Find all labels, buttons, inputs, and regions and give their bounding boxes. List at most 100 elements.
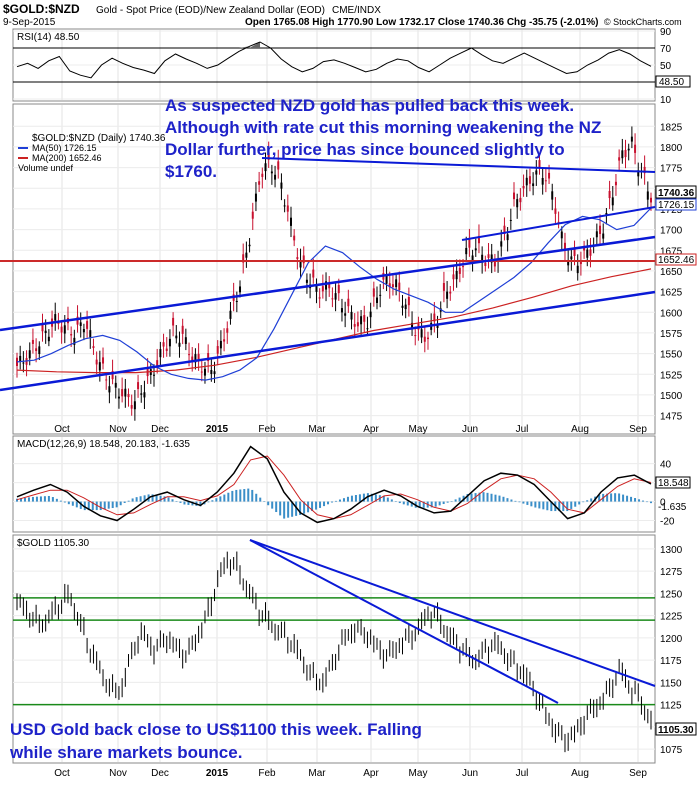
macd-hist-bar [315,501,318,510]
macd-hist-bar [562,501,565,512]
candle-body [465,247,468,255]
candle-body [474,248,477,251]
usd-last-price-label: 1105.30 [658,725,694,736]
candle-body [102,357,105,364]
candle-body [289,217,292,226]
candle-body [181,325,184,334]
y-tick-label: 1075 [660,745,683,756]
macd-hist-bar [514,500,517,502]
ma50-line [16,207,652,381]
legend-volume: Volume undef [18,163,74,173]
candle-body [391,284,394,288]
candle-body [114,382,117,388]
lower-channel-line [0,290,656,392]
y-tick-label: 1800 [660,143,683,154]
macd-hist-bar [614,493,617,502]
candle-body [184,337,187,344]
candle-body [500,241,503,247]
candle-body [121,389,124,397]
y-tick-label: 1175 [660,656,682,667]
candle-body [522,186,525,189]
candle-body [63,325,66,334]
x-tick-label: 2015 [206,424,229,435]
macd-hist-bar [354,495,357,502]
macd-hist-bar [402,501,405,505]
candle-body [630,136,633,142]
candle-body [548,172,551,179]
macd-hist-bar [458,497,461,502]
candle-body [299,260,302,268]
x-axis-bottom: Oct Nov Dec 2015 Feb Mar Apr May Jun Jul Aug Sep [54,768,647,779]
legend-ma200: MA(200) 1652.46 [32,153,102,163]
candle-body [286,205,289,212]
macd-panel: MACD(12,26,9) 18.548, 20.183, -1.635 402… [12,435,691,533]
candle-body [258,181,261,185]
nzd-legend: $GOLD:$NZD (Daily) 1740.36 MA(50) 1726.1… [18,133,166,173]
candle-body [618,157,621,161]
candle-body [98,362,101,371]
candle-body [86,321,89,329]
y-tick-label: 0 [660,498,666,509]
candle-body [436,324,439,328]
y-tick-label: 1650 [660,267,683,278]
candle-body [191,356,194,363]
candle-body [245,252,248,258]
macd-hist-bar [19,498,22,502]
candle-body [82,329,85,333]
candle-body [516,199,519,208]
macd-hist-bar [331,501,334,503]
candle-body [117,396,120,399]
candle-body [369,311,372,318]
macd-panel-frame [12,435,656,533]
x-tick-label: Jun [462,424,478,435]
candle-body [124,388,127,397]
candle-body [197,353,200,360]
macd-hist-bar [199,501,202,507]
candle-body [133,401,136,410]
macd-hist-bar [434,501,437,507]
candle-body [528,176,531,184]
ma50-value-box [655,198,697,211]
candle-body [57,322,60,324]
candle-body [340,308,343,313]
candle-body [76,316,79,325]
candle-body [277,161,280,170]
macd-hist-bar [470,493,473,502]
candle-body [535,170,538,175]
macd-hist-bar [167,497,170,502]
macd-hist-bar [227,492,230,502]
macd-hist-bar [47,495,50,502]
macd-hist-bar [91,501,94,511]
candle-body [360,316,363,325]
candle-body [481,254,484,263]
candle-body [105,379,108,381]
last-price-label: 1740.36 [658,188,695,199]
x-tick-label: Aug [571,424,589,435]
candle-body [627,148,630,151]
macd-hist-bar [16,498,18,502]
x-tick-label: Feb [258,424,276,435]
candle-body [274,174,277,180]
macd-hist-bar [111,501,114,509]
candle-body [89,330,92,338]
macd-hist-bar [430,501,433,508]
macd-hist-bar [398,501,401,504]
candle-body [544,180,547,182]
macd-hist-bar [390,499,393,502]
macd-hist-bar [334,500,337,502]
candle-body [567,261,570,266]
x-tick-label: Sep [629,424,647,435]
candle-body [334,293,337,300]
macd-hist-bar [23,497,26,502]
chart-date: 9-Sep-2015 [3,17,56,28]
ma50-value-label: 1726.15 [658,200,695,211]
candle-body [538,160,541,169]
macd-hist-bar [235,489,238,502]
candle-body [570,256,573,260]
macd-hist-bar [546,501,549,511]
macd-hist-bar [522,501,525,504]
macd-y-axis: 40200-20 [660,460,675,528]
macd-hist-bar [534,501,537,508]
macd-hist-bar [39,496,42,502]
candle-body [140,393,143,395]
